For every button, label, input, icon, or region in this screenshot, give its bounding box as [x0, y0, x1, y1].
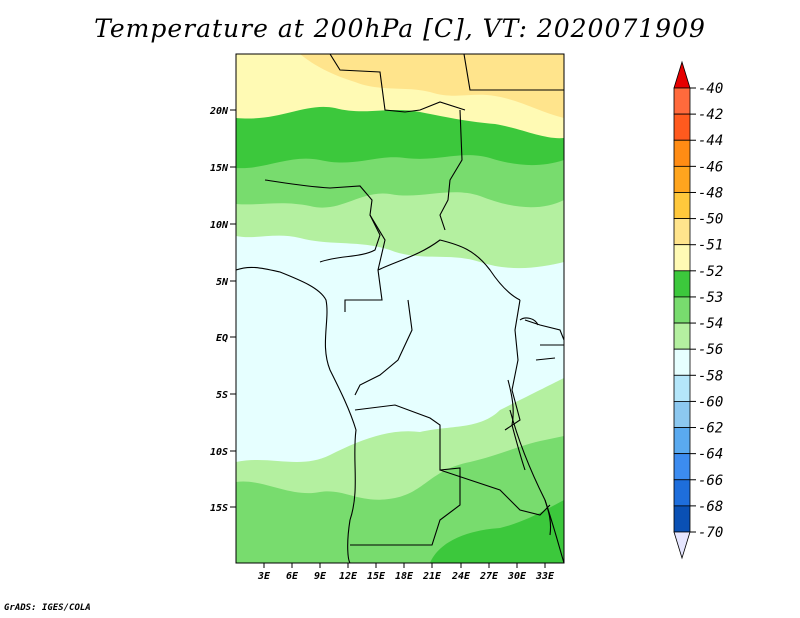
map-title: Temperature at 200hPa [C], VT: 202007190…	[94, 14, 706, 43]
colorbar-low-end	[673, 531, 691, 560]
border-car	[377, 239, 521, 301]
lon-label: 18E	[395, 571, 414, 582]
colorbar-segment	[673, 374, 691, 402]
border-sudan	[463, 54, 564, 91]
colorbar-label: -48	[698, 185, 723, 201]
colorbar-label: -64	[698, 447, 723, 463]
colorbar-segment	[673, 87, 691, 115]
colorbar-segment	[673, 218, 691, 246]
colorbar-segment	[673, 479, 691, 507]
lat-label: 10S	[210, 447, 228, 458]
colorbar-segment	[673, 139, 691, 167]
colorbar-segment	[673, 165, 691, 193]
colorbar-label: -40	[698, 81, 723, 97]
colorbar-segment	[673, 348, 691, 376]
border-drc-east	[504, 299, 521, 431]
colorbar: -40 -42 -44 -46 -48 -50 -51 -52 -53 -54 -56 -58 -60 -…	[673, 60, 723, 560]
lat-label: EQ	[216, 333, 228, 344]
colorbar-label: -54	[698, 316, 723, 332]
contour-lt50-north	[300, 54, 564, 118]
lon-label: 12E	[339, 571, 358, 582]
colorbar-label: -44	[698, 133, 723, 149]
lat-label: 20N	[209, 106, 229, 117]
colorbar-segment	[673, 270, 691, 298]
lake-victoria	[519, 317, 539, 326]
lon-label: 15E	[367, 571, 386, 582]
colorbar-segment	[673, 244, 691, 272]
map-frame	[235, 53, 565, 564]
colorbar-segment	[673, 322, 691, 350]
border-angola	[350, 404, 461, 546]
contour-lt52-south	[430, 500, 564, 563]
colorbar-segment	[673, 427, 691, 455]
lon-label: 21E	[422, 571, 442, 582]
map-field	[236, 54, 564, 563]
colorbar-segment	[673, 192, 691, 219]
lon-label: 30E	[507, 571, 527, 582]
lat-label: 5S	[216, 390, 228, 401]
colorbar-label: -46	[698, 159, 723, 175]
border-east	[524, 319, 564, 361]
border-nigeria	[264, 179, 381, 263]
border-congo-drc	[354, 299, 413, 396]
lat-label: 15S	[210, 503, 228, 514]
colorbar-high-end	[673, 60, 691, 89]
coastline-west	[236, 266, 357, 563]
lon-label: 24E	[451, 571, 471, 582]
colorbar-label: -70	[698, 525, 723, 541]
border-zambia	[439, 469, 551, 516]
colorbar-label: -58	[698, 368, 723, 384]
lon-label: 3E	[257, 571, 271, 582]
latitude-axis: 20N 15N 10N 5N EQ 5S 10S 15S	[209, 106, 236, 514]
colorbar-label: -66	[698, 473, 723, 489]
lon-label: 33E	[535, 571, 555, 582]
colorbar-segment	[673, 453, 691, 481]
border-niger-chad	[439, 109, 463, 231]
lon-label: 6E	[286, 571, 299, 582]
lat-label: 15N	[210, 163, 229, 174]
lon-label: 9E	[314, 571, 327, 582]
border-algeria-libya	[329, 54, 466, 113]
colorbar-label: -60	[698, 394, 723, 410]
colorbar-label: -62	[698, 421, 723, 437]
lat-label: 5N	[216, 277, 229, 288]
coastline-east	[509, 409, 564, 563]
colorbar-label: -68	[698, 499, 723, 515]
lake-tanganyika	[507, 379, 526, 471]
colorbar-label: -52	[698, 264, 723, 280]
colorbar-label: -51	[698, 238, 723, 254]
country-borders	[236, 54, 564, 563]
colorbar-label: -50	[698, 212, 723, 228]
border-cameroon	[344, 214, 386, 312]
colorbar-label: -42	[698, 107, 723, 123]
colorbar-segment	[673, 401, 691, 428]
lat-label: 10N	[210, 220, 229, 231]
colorbar-segment	[673, 113, 691, 141]
colorbar-label: -53	[698, 290, 723, 306]
lon-label: 27E	[479, 571, 499, 582]
longitude-axis: 3E 6E 9E 12E 15E 18E 21E 24E 27E 30E 33E	[257, 563, 555, 582]
colorbar-segment	[673, 505, 691, 533]
grads-credit: GrADS: IGES/COLA	[4, 603, 91, 613]
lake-malawi	[544, 499, 552, 536]
colorbar-label: -56	[698, 342, 723, 358]
colorbar-segment	[673, 296, 691, 324]
